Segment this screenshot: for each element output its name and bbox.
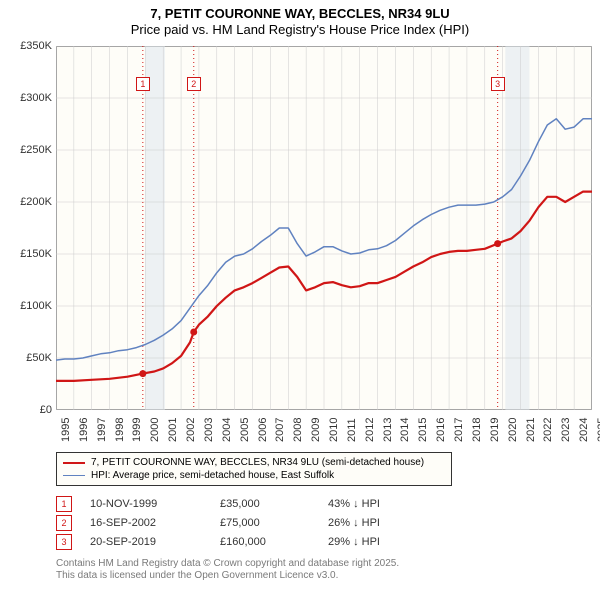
sales-row-3: 3 20-SEP-2019 £160,000 29% ↓ HPI: [56, 532, 380, 551]
x-tick-label: 2012: [364, 418, 376, 442]
x-tick-label: 2019: [489, 418, 501, 442]
y-tick-label: £250K: [20, 144, 52, 156]
x-tick-label: 2002: [185, 418, 197, 442]
x-tick-label: 1999: [131, 418, 143, 442]
x-tick-label: 2023: [560, 418, 572, 442]
x-tick-label: 2015: [417, 418, 429, 442]
x-tick-label: 1997: [96, 418, 108, 442]
y-tick-label: £300K: [20, 92, 52, 104]
legend-item-1: 7, PETIT COURONNE WAY, BECCLES, NR34 9LU…: [63, 456, 445, 469]
chart-svg: [56, 46, 592, 410]
legend-box: 7, PETIT COURONNE WAY, BECCLES, NR34 9LU…: [56, 452, 452, 486]
x-tick-label: 2008: [292, 418, 304, 442]
y-tick-label: £50K: [26, 352, 52, 364]
sale-pct-3: 29% ↓ HPI: [328, 536, 380, 548]
chart-marker-3: 3: [491, 77, 505, 91]
sale-date-2: 16-SEP-2002: [90, 517, 220, 529]
x-tick-label: 2009: [310, 418, 322, 442]
y-tick-label: £200K: [20, 196, 52, 208]
x-tick-label: 2005: [239, 418, 251, 442]
attribution-line-2: This data is licensed under the Open Gov…: [56, 570, 399, 582]
x-tick-label: 1996: [78, 418, 90, 442]
legend-item-2: HPI: Average price, semi-detached house,…: [63, 469, 445, 482]
legend-label-2: HPI: Average price, semi-detached house,…: [91, 470, 334, 481]
x-tick-label: 2024: [578, 418, 590, 442]
sale-marker-2: 2: [56, 515, 72, 531]
x-tick-label: 2004: [221, 418, 233, 442]
x-tick-label: 2000: [149, 418, 161, 442]
sale-pct-2: 26% ↓ HPI: [328, 517, 380, 529]
sale-price-1: £35,000: [220, 498, 328, 510]
y-tick-label: £350K: [20, 40, 52, 52]
legend-swatch-1: [63, 462, 85, 464]
x-tick-label: 2014: [399, 418, 411, 442]
y-tick-label: £150K: [20, 248, 52, 260]
sale-pct-1: 43% ↓ HPI: [328, 498, 380, 510]
chart-marker-1: 1: [136, 77, 150, 91]
chart-title-block: 7, PETIT COURONNE WAY, BECCLES, NR34 9LU…: [0, 0, 600, 37]
sale-price-3: £160,000: [220, 536, 328, 548]
x-tick-label: 2017: [453, 418, 465, 442]
x-tick-label: 2020: [507, 418, 519, 442]
legend-swatch-2: [63, 475, 85, 476]
x-tick-label: 2006: [257, 418, 269, 442]
x-tick-label: 2013: [382, 418, 394, 442]
x-tick-label: 2016: [435, 418, 447, 442]
sale-marker-1: 1: [56, 496, 72, 512]
x-tick-label: 2001: [167, 418, 179, 442]
x-tick-label: 1998: [114, 418, 126, 442]
y-tick-label: £0: [40, 404, 52, 416]
title-line-2: Price paid vs. HM Land Registry's House …: [0, 22, 600, 38]
page-container: 7, PETIT COURONNE WAY, BECCLES, NR34 9LU…: [0, 0, 600, 590]
legend-label-1: 7, PETIT COURONNE WAY, BECCLES, NR34 9LU…: [91, 457, 424, 468]
chart-marker-2: 2: [187, 77, 201, 91]
sales-row-1: 1 10-NOV-1999 £35,000 43% ↓ HPI: [56, 494, 380, 513]
title-line-1: 7, PETIT COURONNE WAY, BECCLES, NR34 9LU: [0, 6, 600, 22]
sales-row-2: 2 16-SEP-2002 £75,000 26% ↓ HPI: [56, 513, 380, 532]
x-tick-label: 2025: [596, 418, 600, 442]
attribution-line-1: Contains HM Land Registry data © Crown c…: [56, 558, 399, 570]
x-tick-label: 1995: [60, 418, 72, 442]
x-tick-label: 2018: [471, 418, 483, 442]
attribution: Contains HM Land Registry data © Crown c…: [56, 558, 399, 582]
sales-table: 1 10-NOV-1999 £35,000 43% ↓ HPI 2 16-SEP…: [56, 494, 380, 551]
x-tick-label: 2022: [542, 418, 554, 442]
x-tick-label: 2021: [525, 418, 537, 442]
sale-marker-3: 3: [56, 534, 72, 550]
x-tick-label: 2011: [346, 418, 358, 442]
sale-date-1: 10-NOV-1999: [90, 498, 220, 510]
chart-area: £0£50K£100K£150K£200K£250K£300K£350K 199…: [56, 46, 592, 410]
y-tick-label: £100K: [20, 300, 52, 312]
x-tick-label: 2010: [328, 418, 340, 442]
x-tick-label: 2007: [274, 418, 286, 442]
sale-date-3: 20-SEP-2019: [90, 536, 220, 548]
sale-price-2: £75,000: [220, 517, 328, 529]
x-tick-label: 2003: [203, 418, 215, 442]
